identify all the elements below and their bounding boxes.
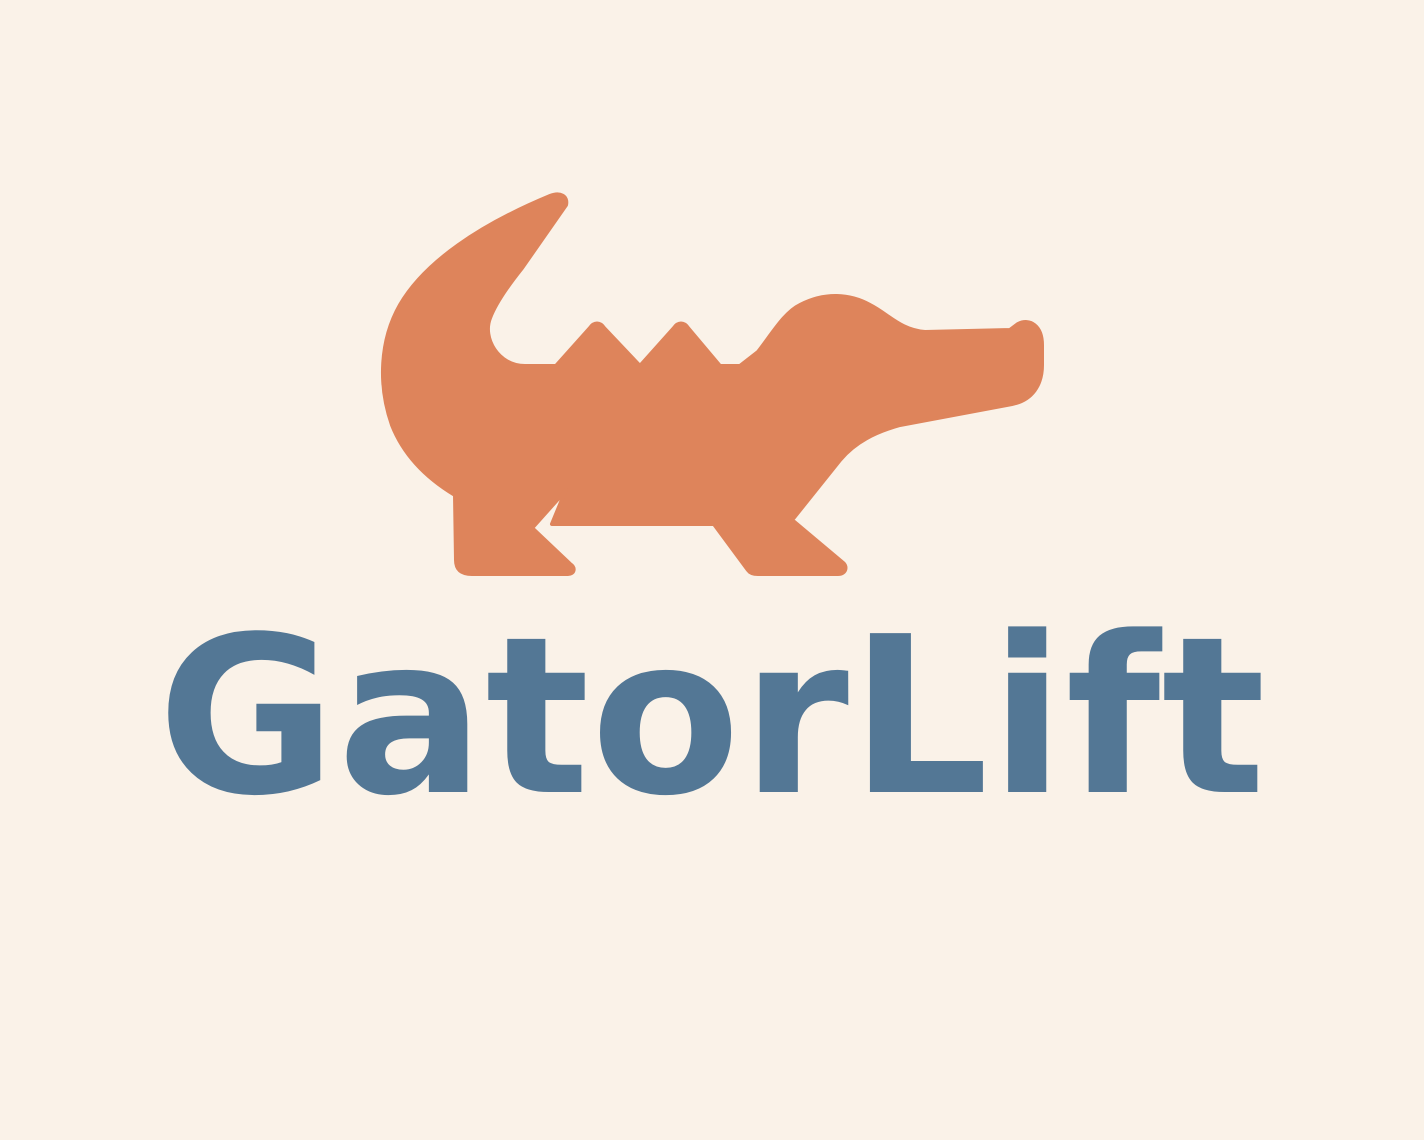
alligator-body-shape xyxy=(380,192,1044,576)
alligator-icon xyxy=(380,192,1044,576)
brand-wordmark: GatorLift xyxy=(157,591,1267,844)
